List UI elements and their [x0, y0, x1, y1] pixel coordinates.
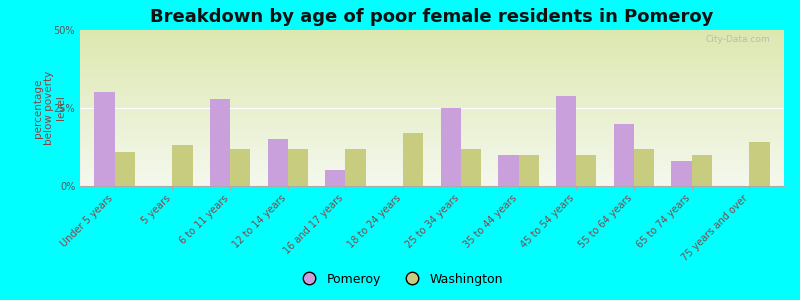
Bar — [94, 92, 114, 186]
Y-axis label: percentage
below poverty
level: percentage below poverty level — [33, 71, 66, 145]
Bar — [441, 108, 461, 186]
Bar — [267, 139, 288, 186]
Bar — [692, 155, 712, 186]
Bar — [230, 148, 250, 186]
Bar — [403, 133, 423, 186]
Bar — [671, 161, 692, 186]
Bar — [346, 148, 366, 186]
Bar — [114, 152, 135, 186]
Bar — [576, 155, 597, 186]
Bar — [518, 155, 538, 186]
Bar — [750, 142, 770, 186]
Bar — [614, 124, 634, 186]
Bar — [288, 148, 308, 186]
Bar — [556, 95, 576, 186]
Legend: Pomeroy, Washington: Pomeroy, Washington — [292, 268, 508, 291]
Bar — [326, 170, 346, 186]
Bar — [461, 148, 481, 186]
Title: Breakdown by age of poor female residents in Pomeroy: Breakdown by age of poor female resident… — [150, 8, 714, 26]
Bar — [210, 99, 230, 186]
Text: City-Data.com: City-Data.com — [706, 35, 770, 44]
Bar — [634, 148, 654, 186]
Bar — [498, 155, 518, 186]
Bar — [172, 146, 193, 186]
